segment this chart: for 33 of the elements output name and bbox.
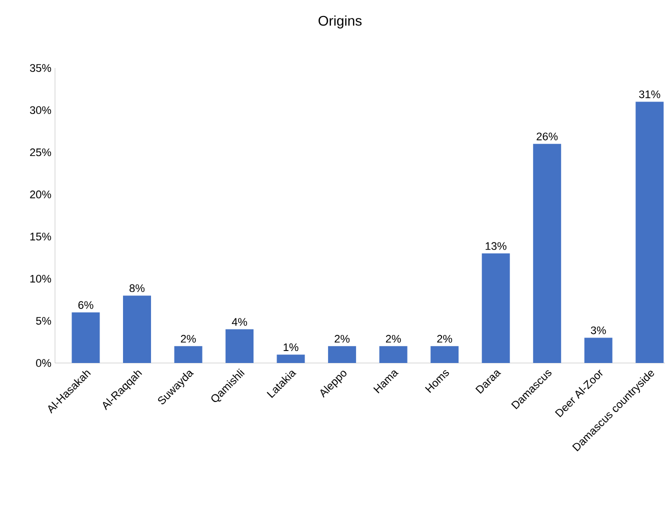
- bar: [174, 346, 202, 363]
- data-label: 4%: [232, 318, 248, 326]
- data-label: 2%: [386, 334, 401, 343]
- y-tick-label: 15%: [30, 232, 52, 240]
- bar: [72, 312, 100, 363]
- y-tick-label: 30%: [30, 106, 52, 114]
- data-label: 26%: [536, 132, 558, 140]
- bar: [328, 346, 356, 363]
- bar: [379, 346, 408, 363]
- y-tick-label: 5%: [36, 317, 52, 325]
- bar: [482, 253, 510, 363]
- data-label: 31%: [639, 90, 660, 98]
- chart-title: Origins: [318, 15, 362, 28]
- y-tick-label: 0%: [36, 359, 52, 367]
- data-label: 1%: [284, 343, 298, 352]
- bar: [533, 144, 562, 363]
- y-tick-label: 35%: [30, 64, 52, 72]
- y-tick-label: 25%: [30, 148, 52, 156]
- data-label: 2%: [334, 334, 350, 343]
- data-label: 8%: [130, 284, 145, 292]
- bar: [636, 102, 664, 363]
- data-label: 13%: [486, 242, 506, 250]
- y-tick-label: 10%: [30, 274, 52, 283]
- bar: [584, 338, 612, 363]
- bar: [430, 346, 459, 363]
- bar: [123, 296, 152, 363]
- data-label: 3%: [590, 326, 606, 334]
- data-label: 2%: [437, 334, 452, 343]
- data-label: 6%: [78, 301, 94, 309]
- bar: [226, 329, 254, 363]
- y-tick-label: 20%: [30, 190, 52, 198]
- data-label: 2%: [180, 334, 196, 343]
- bar: [276, 354, 305, 363]
